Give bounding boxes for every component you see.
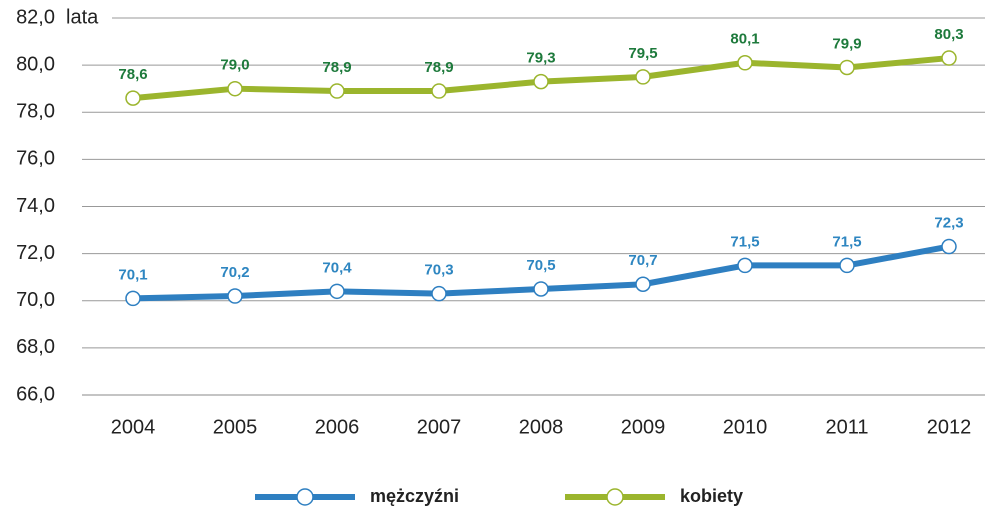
y-unit: lata — [66, 6, 99, 28]
value-label: 79,5 — [628, 45, 657, 62]
legend-marker — [606, 488, 624, 506]
legend-label: kobiety — [680, 486, 743, 506]
value-label: 78,9 — [424, 59, 453, 76]
x-tick-label: 2006 — [315, 416, 360, 438]
point — [227, 288, 243, 304]
value-label: 79,9 — [832, 35, 861, 52]
point — [431, 285, 447, 302]
point — [635, 276, 651, 293]
point — [227, 80, 243, 97]
y-tick-label: 74,0 — [16, 195, 55, 217]
y-tick-label: 76,0 — [16, 148, 55, 170]
x-tick-label: 2009 — [621, 416, 666, 438]
value-label: 79,3 — [526, 50, 555, 67]
point — [125, 290, 141, 307]
value-label: 80,3 — [934, 26, 963, 43]
point — [533, 73, 549, 90]
point — [839, 59, 855, 76]
point — [125, 90, 141, 106]
point — [329, 83, 345, 99]
value-label: 78,6 — [118, 66, 147, 83]
point — [533, 281, 549, 297]
value-label: 70,3 — [424, 262, 453, 279]
y-tick-label: 82,0 — [16, 6, 55, 28]
x-tick-label: 2011 — [825, 416, 868, 438]
x-tick-label: 2004 — [111, 416, 156, 438]
value-label: 70,7 — [628, 252, 657, 269]
value-label: 70,2 — [220, 264, 249, 281]
value-label: 78,9 — [322, 59, 351, 76]
y-tick-label: 68,0 — [16, 336, 55, 358]
point — [431, 83, 447, 99]
point — [941, 238, 957, 255]
point — [941, 50, 957, 66]
y-tick-label: 70,0 — [16, 289, 55, 311]
value-label: 79,0 — [220, 57, 249, 74]
point — [737, 257, 753, 274]
x-tick-label: 2008 — [519, 416, 564, 438]
y-tick-label: 72,0 — [16, 242, 55, 264]
x-tick-label: 2005 — [213, 416, 258, 438]
point — [329, 283, 345, 300]
value-label: 70,4 — [322, 259, 352, 276]
value-label: 70,1 — [118, 266, 147, 283]
legend-label: mężczyźni — [370, 486, 459, 506]
x-tick-label: 2007 — [417, 416, 462, 438]
value-label: 80,1 — [730, 31, 759, 48]
point — [839, 257, 855, 274]
y-tick-label: 80,0 — [16, 53, 55, 75]
y-tick-label: 66,0 — [16, 383, 55, 405]
value-label: 72,3 — [934, 215, 963, 232]
point — [737, 55, 753, 71]
value-label: 71,5 — [730, 233, 759, 250]
y-tick-label: 78,0 — [16, 101, 55, 123]
value-label: 71,5 — [832, 233, 861, 250]
x-tick-label: 2010 — [723, 416, 768, 438]
x-tick-label: 2012 — [927, 416, 972, 438]
value-label: 70,5 — [526, 257, 555, 274]
point — [635, 69, 651, 85]
legend-marker — [296, 488, 314, 506]
